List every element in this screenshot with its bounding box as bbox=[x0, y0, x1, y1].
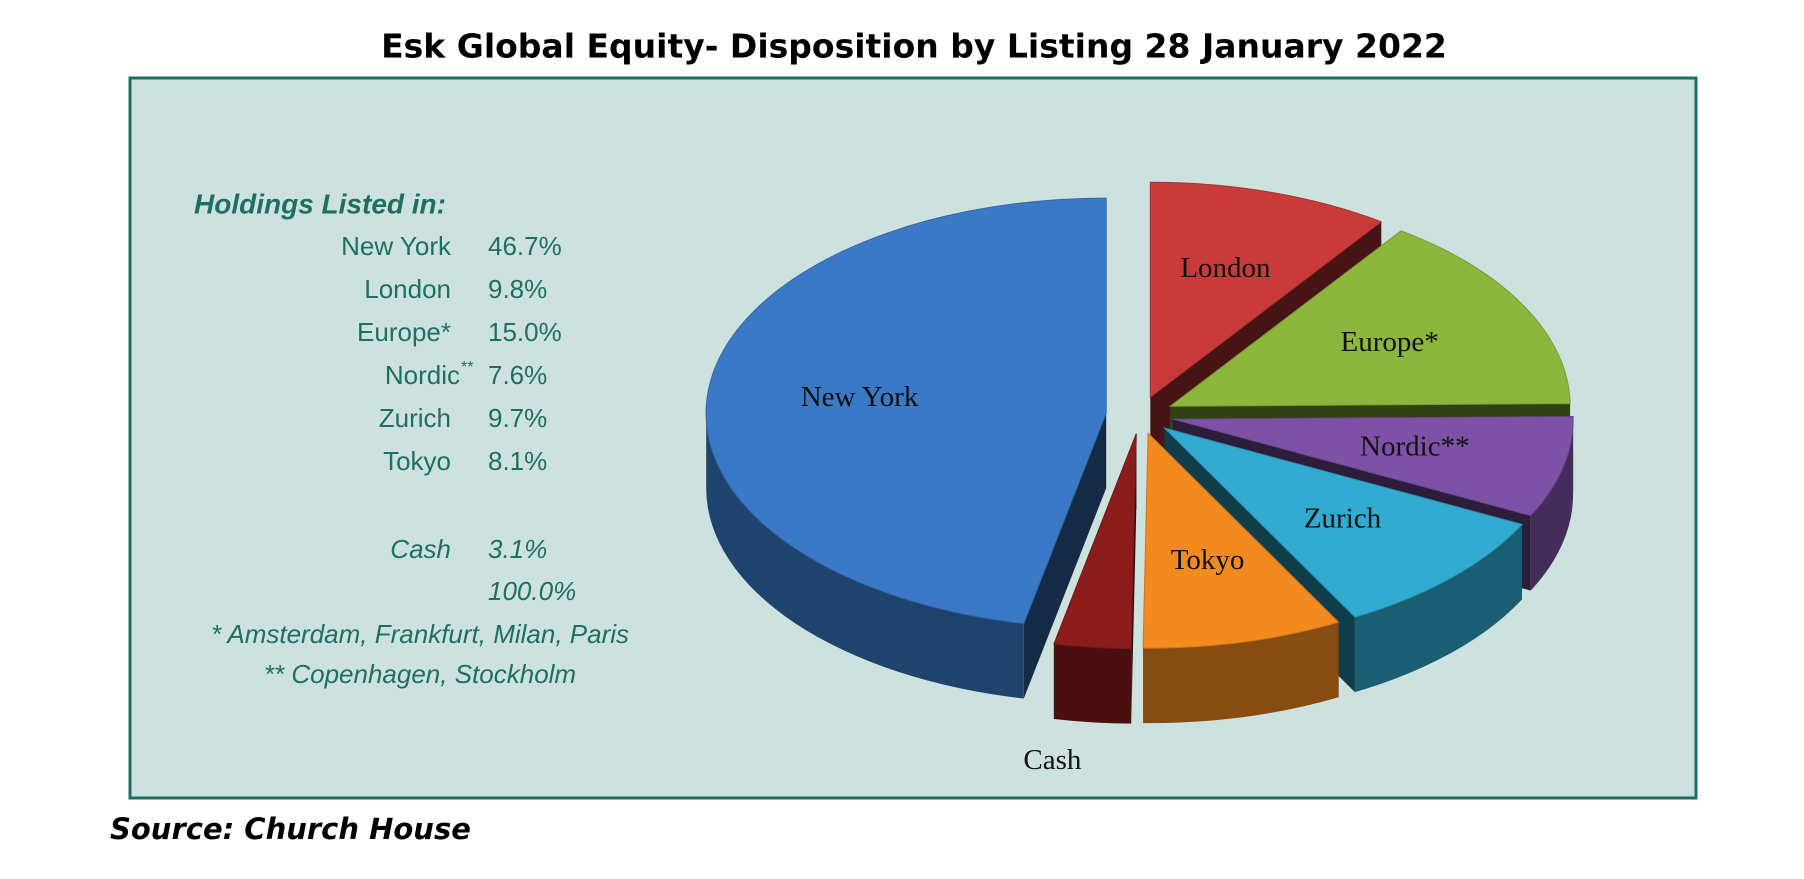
legend-value: 15.0% bbox=[488, 317, 562, 347]
source: Source: Church House bbox=[110, 812, 471, 846]
legend-value: 9.8% bbox=[488, 274, 547, 304]
slice-label: Nordic** bbox=[1360, 431, 1470, 463]
slice bbox=[1168, 230, 1571, 407]
legend-label: Tokyo bbox=[383, 446, 451, 476]
slice bbox=[1149, 181, 1383, 399]
slice bbox=[1142, 432, 1340, 649]
legend-value: 3.1% bbox=[488, 534, 547, 564]
slice bbox=[1172, 415, 1574, 517]
legend-superscript: ** bbox=[461, 359, 473, 376]
legend-label: Europe* bbox=[357, 317, 451, 347]
slice-side bbox=[1354, 524, 1522, 693]
slice-label: Cash bbox=[1023, 744, 1082, 776]
legend-label: London bbox=[364, 274, 451, 304]
legend-heading: Holdings Listed in: bbox=[194, 188, 446, 219]
legend-label: Cash bbox=[390, 534, 451, 564]
footnote: * Amsterdam, Frankfurt, Milan, Paris bbox=[211, 619, 629, 649]
slice-wall bbox=[1023, 413, 1107, 699]
legend-label: New York bbox=[341, 231, 452, 261]
chart-title: Esk Global Equity- Disposition by Listin… bbox=[381, 27, 1447, 66]
slice bbox=[1053, 433, 1137, 650]
slice bbox=[705, 197, 1107, 625]
total-label: 100.0% bbox=[488, 576, 576, 606]
slice-side bbox=[1530, 419, 1574, 591]
legend-label: Nordic bbox=[385, 360, 460, 390]
legend-value: 46.7% bbox=[488, 231, 562, 261]
pie: New York London Europe* Nordic** Zurich Tokyo… bbox=[705, 181, 1574, 776]
slice-side bbox=[706, 413, 1024, 699]
footnote: ** Copenhagen, Stockholm bbox=[264, 659, 576, 689]
slice-label: New York bbox=[801, 381, 919, 413]
slice-label: Tokyo bbox=[1171, 544, 1245, 576]
slice bbox=[1162, 427, 1523, 618]
slice-side bbox=[1143, 622, 1339, 724]
slice-side bbox=[1053, 644, 1132, 724]
slice-label: London bbox=[1180, 252, 1271, 284]
legend-value: 8.1% bbox=[488, 446, 547, 476]
legend-value: 7.6% bbox=[488, 360, 547, 390]
slice-label: Zurich bbox=[1304, 502, 1382, 534]
legend-value: 9.7% bbox=[488, 403, 547, 433]
slice-label: Europe* bbox=[1341, 326, 1439, 358]
legend-label: Zurich bbox=[379, 403, 451, 433]
